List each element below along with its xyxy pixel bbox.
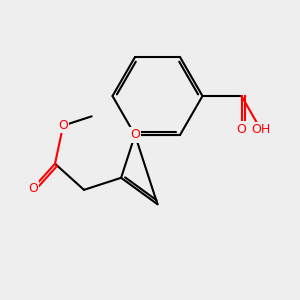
- Text: O: O: [130, 128, 140, 142]
- Text: O: O: [237, 122, 246, 136]
- Text: O: O: [58, 119, 68, 132]
- Text: O: O: [28, 182, 38, 195]
- Text: OH: OH: [251, 123, 271, 136]
